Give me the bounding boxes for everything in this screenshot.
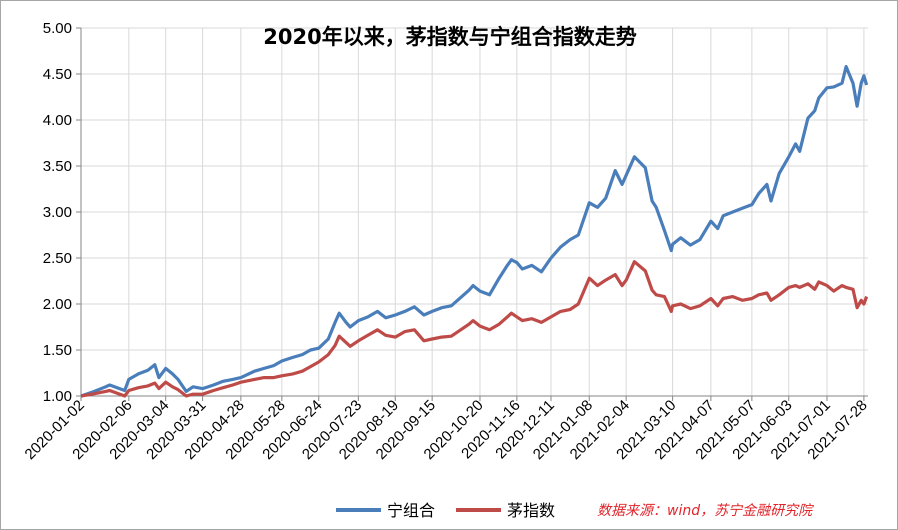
y-tick-label: 5.00 bbox=[43, 20, 72, 37]
y-tick-label: 2.00 bbox=[43, 296, 72, 313]
y-tick-label: 4.50 bbox=[43, 66, 72, 83]
chart-title: 2020年以来，茅指数与宁组合指数走势 bbox=[263, 25, 636, 49]
y-tick-label: 4.00 bbox=[43, 112, 72, 129]
series-lines bbox=[80, 65, 869, 398]
y-tick-label: 2.50 bbox=[43, 250, 72, 267]
legend-label-ning: 宁组合 bbox=[387, 501, 435, 520]
gridlines bbox=[80, 27, 868, 396]
y-tick-label: 1.00 bbox=[43, 388, 72, 405]
series-line-mao bbox=[80, 260, 869, 398]
source-note: 数据来源：wind，苏宁金融研究院 bbox=[597, 503, 814, 519]
y-tick-label: 1.50 bbox=[43, 342, 72, 359]
y-axis-ticks: 1.00 1.50 2.00 2.50 3.00 3.50 4.00 4.50 5.00 bbox=[43, 20, 81, 405]
legend: 宁组合 茅指数 bbox=[336, 501, 555, 520]
series-line-ning bbox=[80, 65, 869, 398]
y-tick-label: 3.00 bbox=[43, 204, 72, 221]
y-tick-label: 3.50 bbox=[43, 158, 72, 175]
legend-label-mao: 茅指数 bbox=[507, 501, 555, 520]
